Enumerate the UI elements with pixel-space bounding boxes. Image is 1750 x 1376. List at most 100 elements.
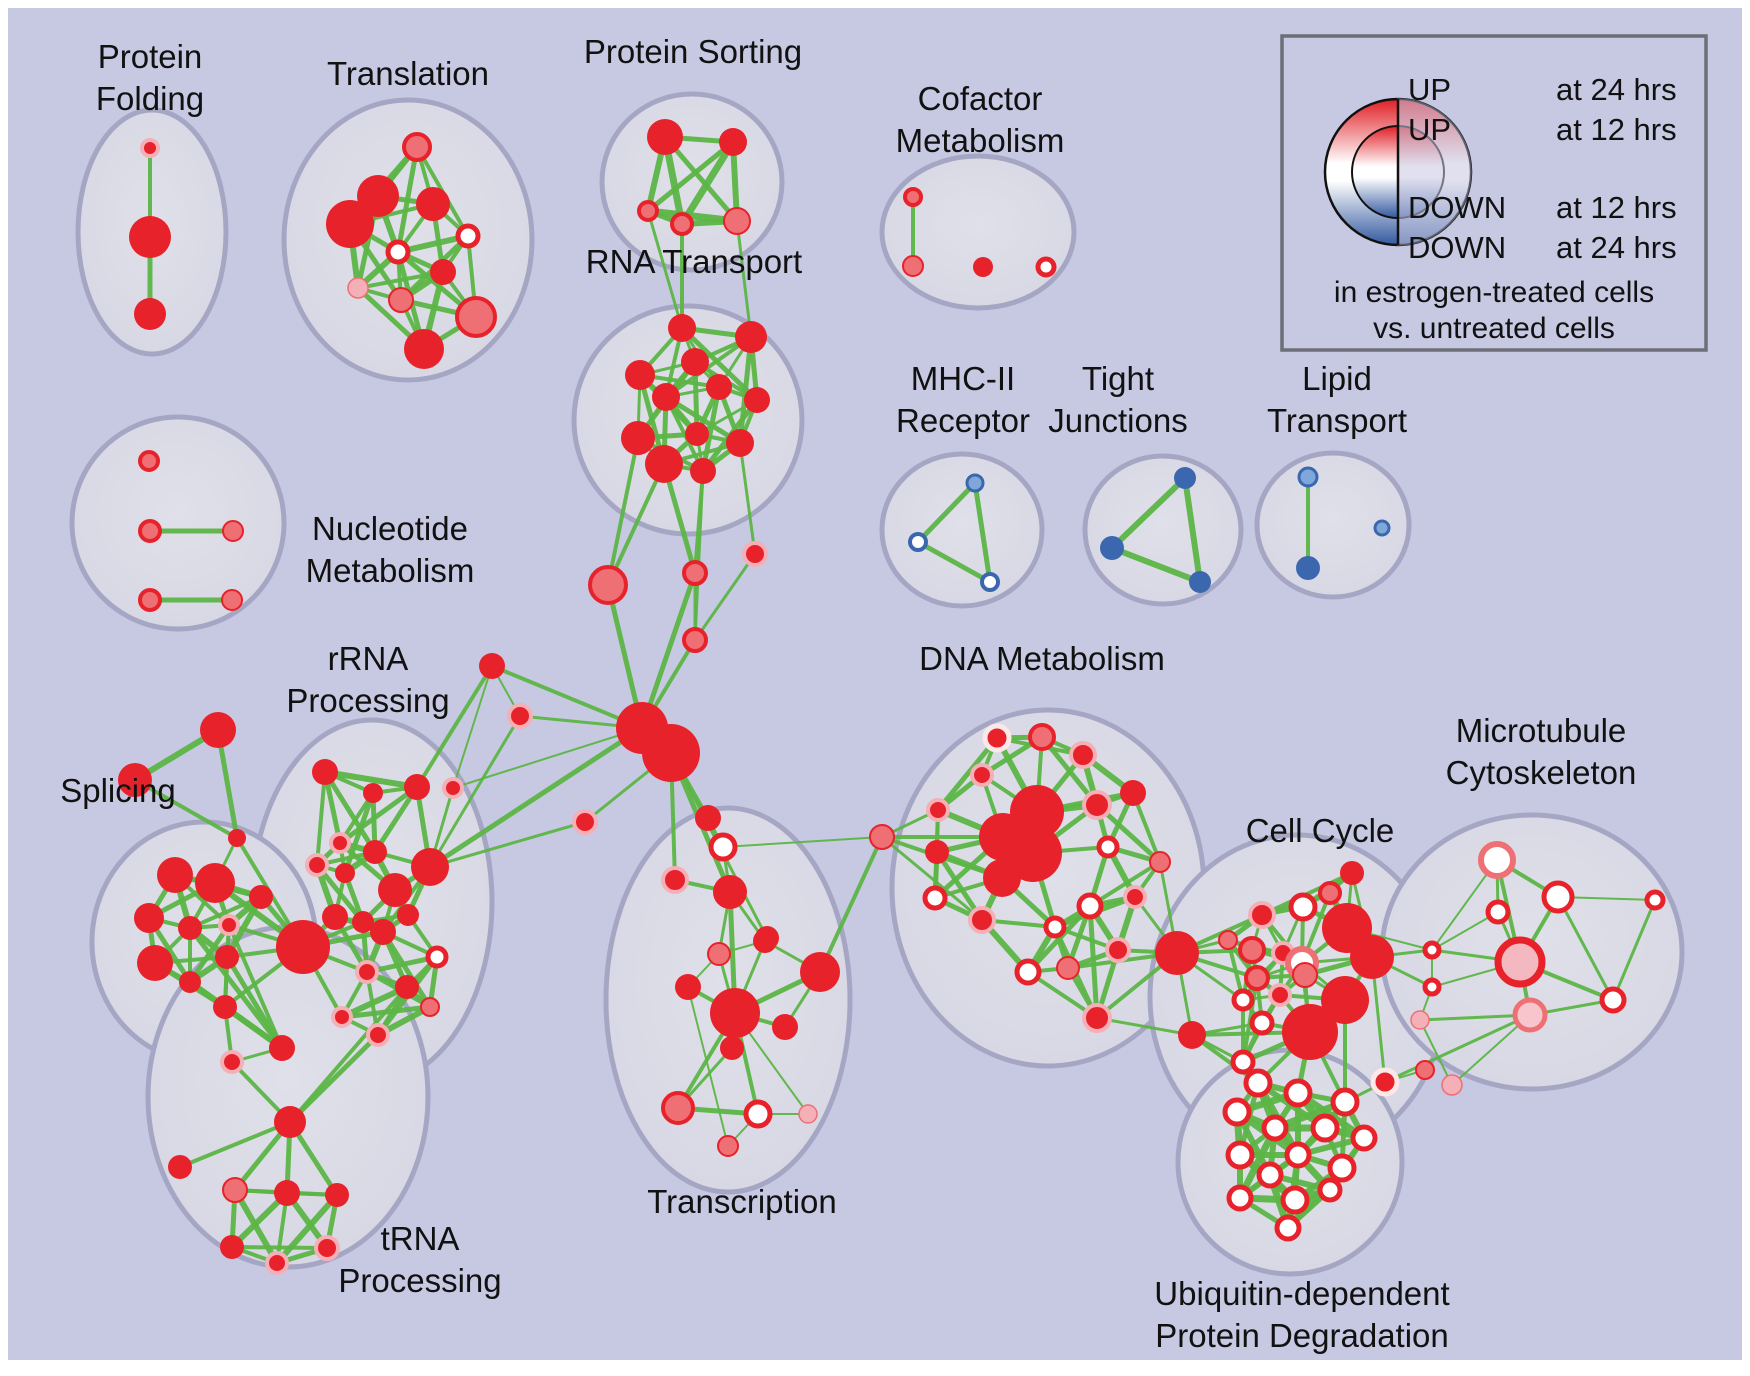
gene-node-q17 [276, 920, 330, 974]
edge [227, 923, 284, 1050]
gene-node-r12 [690, 458, 716, 484]
gene-node-p9 [215, 945, 239, 969]
edge [646, 209, 684, 330]
gene-node-x5 [675, 974, 701, 1000]
gene-node-n1 [220, 1050, 244, 1074]
gene-node-p5 [218, 914, 240, 936]
gene-node-tj2 [1100, 536, 1124, 560]
gene-node-nm1 [138, 450, 160, 472]
gene-node-bb [869, 824, 895, 850]
gene-node-g10 [1441, 1074, 1463, 1096]
legend-row-0-direction: UP [1408, 72, 1451, 107]
gene-node-t9 [388, 287, 414, 313]
gene-node-t10 [455, 296, 497, 338]
gene-node-n7 [220, 1235, 244, 1259]
edge [606, 462, 666, 587]
gene-node-k8 [1249, 1010, 1275, 1036]
edge [380, 929, 433, 1010]
gene-node-r6 [652, 383, 680, 411]
gene-node-u8 [1225, 1140, 1255, 1170]
gene-node-nm3 [222, 520, 244, 542]
gene-node-k17 [1230, 1049, 1256, 1075]
gene-node-c2 [507, 703, 533, 729]
gene-node-q16 [366, 1023, 390, 1047]
legend-row-0-time: at 24 hrs [1556, 72, 1677, 107]
cluster-ellipse-cofactor-metabolism [879, 153, 1077, 311]
edge [972, 480, 993, 585]
gene-node-n5 [274, 1180, 300, 1206]
gene-node-lp1 [572, 809, 598, 835]
gene-node-n8 [265, 1251, 289, 1275]
gene-node-s4 [670, 212, 694, 236]
gene-node-t3 [416, 187, 450, 221]
gene-node-u7 [1350, 1124, 1378, 1152]
cluster-label-rrna-processing-line1: rRNA [328, 640, 409, 677]
gene-node-d5 [970, 763, 994, 787]
edge [274, 1192, 340, 1266]
gene-node-t7 [430, 259, 456, 285]
gene-node-lt3 [1373, 519, 1391, 537]
gene-node-x3 [707, 942, 731, 966]
gene-node-nm5 [221, 589, 243, 611]
gene-node-g5 [1512, 997, 1548, 1033]
edge [1095, 1016, 1194, 1037]
cluster-ellipse-lipid-transport [1254, 450, 1412, 600]
gene-node-p3 [134, 903, 164, 933]
gene-node-k10 [1292, 962, 1318, 988]
cluster-label-dna-metabolism: DNA Metabolism [919, 640, 1165, 677]
gene-node-k2 [1288, 892, 1318, 922]
edge [322, 769, 420, 790]
cluster-label-tight-junctions-line1: Tight [1082, 360, 1154, 397]
edge [737, 334, 754, 446]
edge [818, 835, 884, 974]
gene-node-q21 [404, 774, 430, 800]
gene-node-mh3 [980, 572, 1000, 592]
edge [722, 836, 883, 848]
gene-node-g7 [1422, 940, 1442, 960]
edge [1087, 903, 1100, 1021]
gene-node-x8 [772, 1014, 798, 1040]
gene-node-q2 [305, 853, 329, 877]
gene-node-s2 [719, 128, 747, 156]
gene-node-d8 [1096, 835, 1120, 859]
edge [1611, 898, 1657, 1002]
cluster-label-trna-processing-line1: tRNA [381, 1220, 460, 1257]
gene-node-tj3 [1189, 571, 1211, 593]
gene-node-u14 [1317, 1177, 1343, 1203]
gene-node-d14 [968, 906, 996, 934]
gene-node-x12 [798, 1104, 818, 1124]
gene-node-p4 [178, 916, 202, 940]
gene-node-q13 [395, 975, 419, 999]
gene-node-t2 [357, 175, 399, 217]
cluster-label-lipid-transport-line1: Lipid [1302, 360, 1372, 397]
edge [1088, 860, 1162, 908]
gene-node-d10 [1123, 885, 1147, 909]
gene-node-u1 [1243, 1068, 1273, 1098]
gene-node-v2 [1415, 1060, 1435, 1080]
cluster-label-ubiquitin-degradation-line2: Protein Degradation [1155, 1317, 1449, 1354]
gene-node-b2 [742, 541, 768, 567]
gene-node-g1 [1478, 841, 1516, 879]
gene-node-q3 [335, 863, 355, 883]
gene-node-r3 [681, 348, 709, 376]
edge [187, 925, 285, 1051]
gene-node-x2 [713, 875, 747, 909]
cluster-ellipse-nucleotide-metabolism [69, 414, 287, 632]
gene-node-u10 [1327, 1153, 1357, 1183]
gene-node-k3 [1238, 936, 1266, 964]
edge [428, 820, 587, 869]
gene-node-t8 [347, 277, 369, 299]
gene-node-x1 [661, 866, 689, 894]
edge [700, 384, 722, 474]
gene-node-n6 [325, 1183, 349, 1207]
gene-node-r1 [668, 314, 696, 342]
gene-node-mh2 [908, 532, 928, 552]
gene-node-u3 [1330, 1087, 1360, 1117]
gene-node-q5 [378, 873, 412, 907]
edge [428, 714, 522, 869]
gene-node-f3 [228, 829, 246, 847]
gene-node-d11 [1076, 892, 1104, 920]
edge [1556, 895, 1615, 1002]
gene-node-u6 [1310, 1113, 1340, 1143]
